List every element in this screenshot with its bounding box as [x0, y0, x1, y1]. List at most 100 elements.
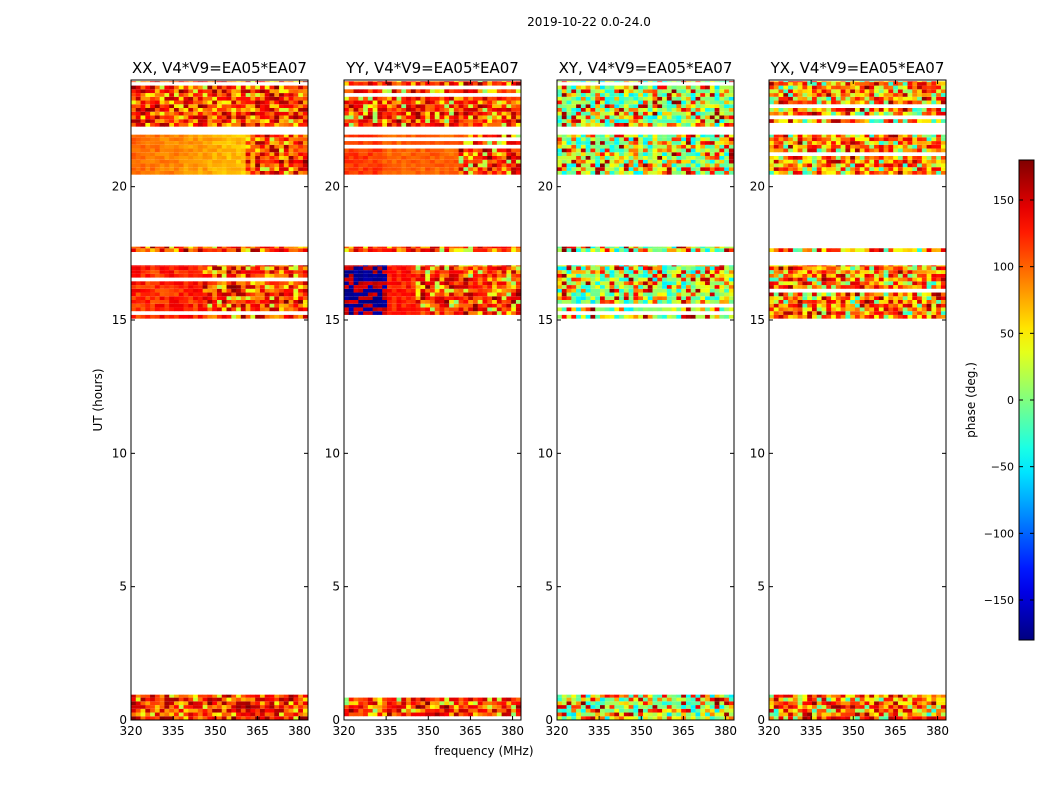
heatmap-cell	[501, 159, 507, 164]
heatmap-cell	[183, 266, 189, 271]
heatmap-cell	[580, 111, 587, 116]
heatmap-cell	[619, 300, 625, 304]
heatmap-cell	[676, 273, 682, 278]
heatmap-cell	[623, 270, 630, 274]
heatmap-cell	[439, 100, 445, 105]
heatmap-cell	[666, 108, 673, 112]
heatmap-cell	[511, 156, 517, 160]
heatmap-cell	[472, 246, 479, 249]
heatmap-cell	[135, 314, 141, 319]
heatmap-cell	[240, 148, 247, 153]
heatmap-cell	[169, 85, 175, 90]
heatmap-cell	[705, 712, 711, 717]
heatmap-cell	[420, 248, 426, 252]
heatmap-cell	[482, 311, 488, 315]
heatmap-cell	[595, 300, 601, 304]
heatmap-cell	[377, 100, 383, 105]
heatmap-cell	[728, 167, 735, 171]
heatmap-cell	[391, 273, 397, 278]
heatmap-cell	[410, 248, 417, 252]
heatmap-cell	[557, 314, 563, 319]
heatmap-cell	[439, 96, 445, 101]
heatmap-cell	[705, 300, 711, 304]
heatmap-cell	[657, 170, 663, 175]
heatmap-cell	[288, 111, 294, 116]
heatmap-cell	[382, 96, 388, 101]
heatmap-cell	[382, 122, 388, 127]
heatmap-cell	[193, 307, 199, 312]
heatmap-cell	[638, 85, 644, 90]
heatmap-cell	[420, 273, 426, 278]
heatmap-cell	[453, 156, 460, 160]
heatmap-cell	[623, 85, 630, 90]
heatmap-cell	[595, 288, 601, 293]
heatmap-cell	[449, 96, 455, 101]
heatmap-cell	[259, 266, 266, 271]
heatmap-cell	[681, 296, 687, 300]
heatmap-cell	[396, 303, 402, 308]
heatmap-cell	[154, 708, 161, 713]
heatmap-cell	[676, 159, 682, 164]
heatmap-cell	[140, 85, 146, 90]
heatmap-cell	[439, 307, 445, 312]
heatmap-cell	[240, 708, 247, 713]
heatmap-cell	[367, 141, 374, 145]
heatmap-cell	[705, 285, 711, 289]
heatmap-cell	[288, 115, 294, 120]
heatmap-cell	[131, 93, 137, 97]
heatmap-cell	[240, 705, 247, 709]
heatmap-cell	[245, 152, 251, 156]
heatmap-cell	[293, 292, 299, 297]
heatmap-cell	[288, 246, 294, 249]
heatmap-cell	[358, 89, 364, 94]
heatmap-cell	[439, 81, 445, 86]
heatmap-cell	[302, 141, 309, 145]
heatmap-cell	[657, 277, 663, 282]
heatmap-cell	[391, 270, 397, 274]
heatmap-cell	[420, 167, 426, 171]
heatmap-cell	[585, 265, 591, 267]
heatmap-cell	[240, 81, 247, 83]
heatmap-cell	[264, 273, 270, 278]
heatmap-cell	[652, 266, 658, 271]
heatmap-cell	[609, 285, 615, 289]
heatmap-cell	[344, 81, 350, 86]
heatmap-cell	[477, 281, 483, 286]
heatmap-cell	[496, 277, 503, 282]
heatmap-cell	[240, 119, 247, 123]
heatmap-cell	[642, 89, 649, 94]
heatmap-cell	[496, 248, 503, 252]
heatmap-cell	[728, 266, 735, 271]
heatmap-cell	[690, 708, 696, 713]
heatmap-cell	[274, 307, 280, 312]
heatmap-cell	[183, 694, 189, 698]
heatmap-cell	[453, 81, 460, 86]
heatmap-cell	[724, 141, 730, 145]
heatmap-cell	[487, 152, 493, 156]
heatmap-cell	[178, 89, 184, 94]
heatmap-cell	[236, 119, 242, 123]
heatmap-cell	[728, 270, 735, 274]
heatmap-cell	[609, 273, 615, 278]
heatmap-cell	[642, 288, 649, 293]
heatmap-cell	[231, 246, 237, 249]
heatmap-cell	[425, 156, 431, 160]
heatmap-cell	[724, 273, 730, 278]
heatmap-cell	[169, 148, 175, 153]
heatmap-cell	[193, 163, 199, 168]
heatmap-cell	[221, 144, 227, 149]
heatmap-cell	[154, 156, 161, 160]
heatmap-cell	[571, 277, 577, 282]
heatmap-cell	[269, 292, 275, 297]
heatmap-cell	[705, 134, 711, 138]
heatmap-cell	[348, 311, 354, 315]
heatmap-cell	[585, 104, 591, 108]
heatmap-cell	[154, 170, 161, 175]
heatmap-cell	[425, 285, 431, 289]
heatmap-cell	[406, 100, 412, 105]
heatmap-cell	[245, 115, 251, 120]
heatmap-cell	[501, 111, 507, 116]
heatmap-cell	[429, 311, 436, 315]
heatmap-cell	[705, 266, 711, 271]
